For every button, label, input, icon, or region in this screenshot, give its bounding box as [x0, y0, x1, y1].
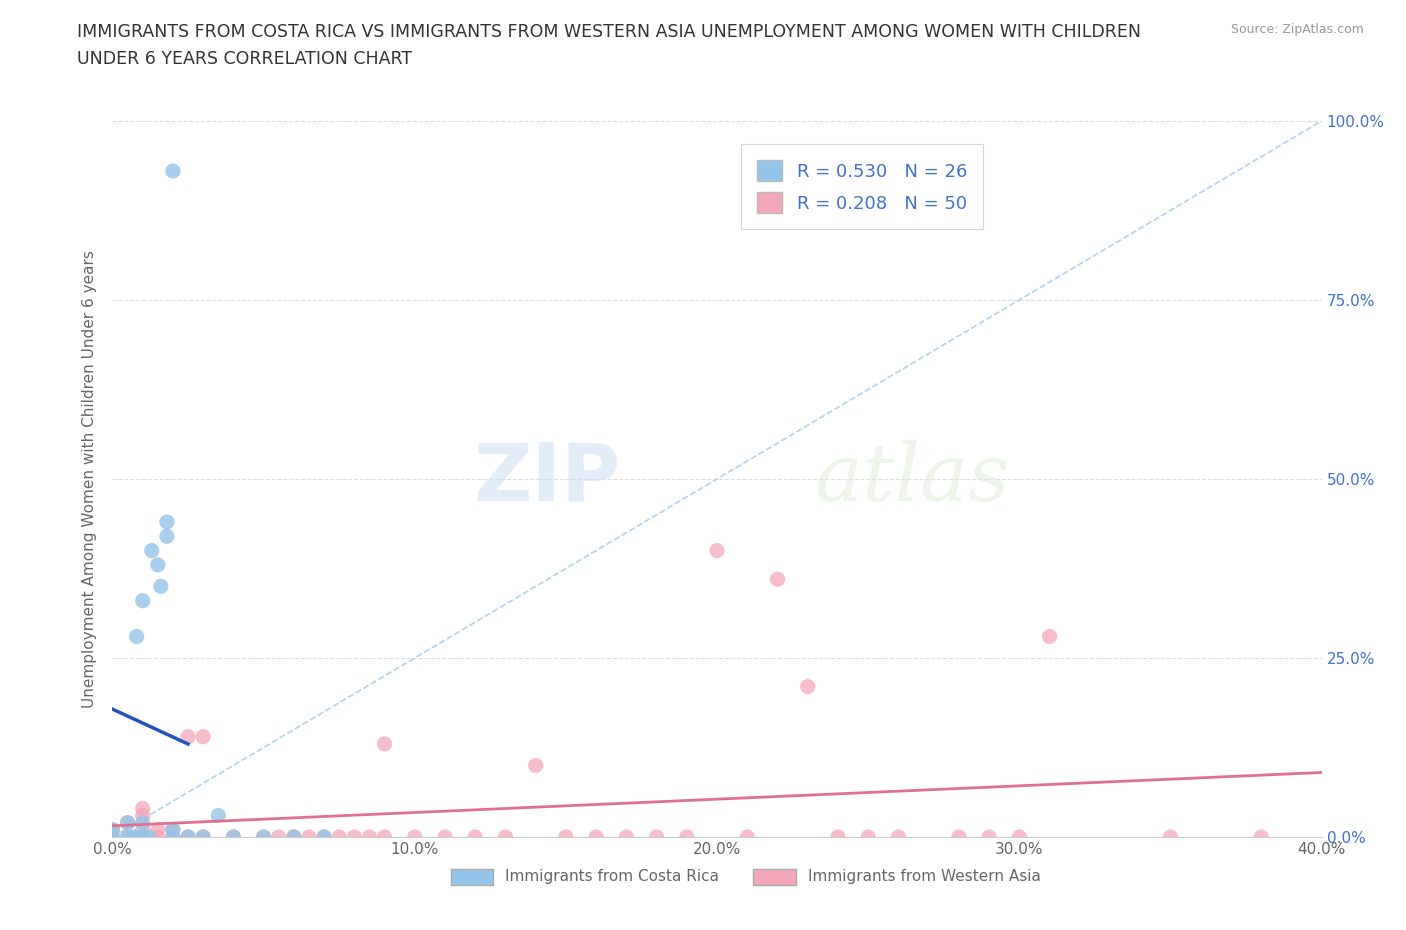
Point [117, 830, 139, 844]
Point [887, 830, 910, 844]
Point [464, 830, 486, 844]
Point [101, 830, 124, 844]
Text: Immigrants from Costa Rica: Immigrants from Costa Rica [506, 869, 720, 883]
Point [162, 830, 184, 844]
Y-axis label: Unemployment Among Women with Children Under 6 years: Unemployment Among Women with Children U… [82, 250, 97, 708]
Point [177, 830, 200, 844]
Point [207, 808, 229, 823]
Point [162, 822, 184, 837]
FancyBboxPatch shape [451, 870, 494, 885]
Point [554, 830, 576, 844]
Point [404, 830, 426, 844]
Point [117, 816, 139, 830]
Point [122, 830, 145, 844]
Point [495, 830, 517, 844]
Point [267, 830, 290, 844]
Point [524, 758, 547, 773]
Point [132, 830, 155, 844]
Point [616, 830, 638, 844]
Point [101, 822, 124, 837]
Point [132, 830, 155, 844]
Point [948, 830, 970, 844]
Text: ZIP: ZIP [472, 440, 620, 518]
Point [283, 830, 305, 844]
Point [253, 830, 276, 844]
Point [827, 830, 849, 844]
Point [1008, 830, 1031, 844]
Point [125, 629, 148, 644]
Point [374, 737, 396, 751]
Point [675, 830, 697, 844]
Point [177, 830, 200, 844]
Point [585, 830, 607, 844]
Point [125, 830, 148, 844]
Point [706, 543, 728, 558]
Point [146, 822, 169, 837]
Point [1159, 830, 1181, 844]
Point [856, 830, 880, 844]
Point [162, 830, 184, 844]
Text: IMMIGRANTS FROM COSTA RICA VS IMMIGRANTS FROM WESTERN ASIA UNEMPLOYMENT AMONG WO: IMMIGRANTS FROM COSTA RICA VS IMMIGRANTS… [77, 23, 1142, 68]
Legend: R = 0.530   N = 26, R = 0.208   N = 50: R = 0.530 N = 26, R = 0.208 N = 50 [741, 144, 983, 230]
Point [328, 830, 350, 844]
Point [162, 822, 184, 837]
Point [146, 557, 169, 572]
Point [132, 816, 155, 830]
Point [766, 572, 789, 587]
Point [1250, 830, 1272, 844]
Point [177, 729, 200, 744]
Point [343, 830, 366, 844]
Point [191, 729, 214, 744]
Point [156, 514, 179, 529]
Text: Source: ZipAtlas.com: Source: ZipAtlas.com [1230, 23, 1364, 36]
Point [796, 679, 818, 694]
Point [132, 593, 155, 608]
Point [314, 830, 336, 844]
Point [314, 830, 336, 844]
Point [117, 830, 139, 844]
Point [117, 816, 139, 830]
Point [101, 822, 124, 837]
FancyBboxPatch shape [754, 870, 796, 885]
Point [132, 822, 155, 837]
Text: Immigrants from Western Asia: Immigrants from Western Asia [807, 869, 1040, 883]
Point [374, 830, 396, 844]
Point [101, 830, 124, 844]
Point [253, 830, 276, 844]
Point [156, 529, 179, 544]
Point [737, 830, 759, 844]
Point [359, 830, 381, 844]
Point [977, 830, 1000, 844]
Point [1038, 629, 1062, 644]
Point [149, 578, 172, 594]
Point [141, 543, 163, 558]
Point [138, 830, 160, 844]
Point [645, 830, 668, 844]
Point [222, 830, 245, 844]
Point [132, 808, 155, 823]
Point [191, 830, 214, 844]
Point [132, 801, 155, 816]
Point [222, 830, 245, 844]
Text: atlas: atlas [814, 440, 1010, 518]
Point [146, 830, 169, 844]
Point [191, 830, 214, 844]
Point [433, 830, 456, 844]
Point [283, 830, 305, 844]
Point [298, 830, 321, 844]
Point [162, 164, 184, 179]
